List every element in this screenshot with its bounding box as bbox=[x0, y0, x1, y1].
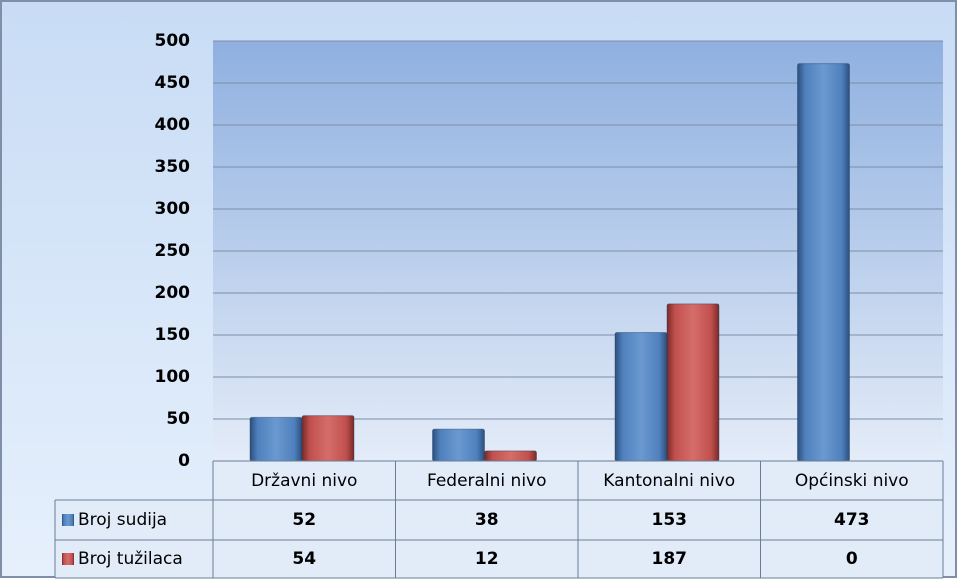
bar bbox=[614, 331, 668, 462]
bar bbox=[666, 303, 720, 462]
y-tick-label: 200 bbox=[155, 283, 191, 303]
data-label: 54 bbox=[292, 549, 316, 569]
y-tick-label: 150 bbox=[155, 325, 191, 345]
data-label: 153 bbox=[652, 510, 688, 530]
x-tick-label: Državni nivo bbox=[251, 471, 357, 491]
bar bbox=[484, 450, 537, 462]
x-tick-label: Kantonalni nivo bbox=[603, 471, 735, 491]
legend-key bbox=[62, 553, 74, 565]
y-tick-label: 0 bbox=[178, 451, 190, 471]
data-label: 187 bbox=[652, 549, 688, 569]
y-tick-label: 450 bbox=[155, 73, 191, 93]
data-label: 12 bbox=[475, 549, 499, 569]
data-label: 52 bbox=[292, 510, 316, 530]
y-tick-label: 250 bbox=[155, 241, 191, 261]
bar bbox=[432, 428, 485, 462]
data-table: Državni nivo Federalni nivo Kantonalni niv… bbox=[54, 460, 944, 579]
y-tick-label: 400 bbox=[155, 115, 191, 135]
legend-label: Broj sudija bbox=[78, 510, 167, 530]
y-tick-label: 50 bbox=[166, 409, 190, 429]
data-label: 38 bbox=[475, 510, 499, 530]
x-tick-label: Federalni nivo bbox=[427, 471, 547, 491]
bar bbox=[797, 63, 850, 462]
x-tick-label: Općinski nivo bbox=[795, 471, 909, 491]
legend-label: Broj tužilaca bbox=[78, 549, 183, 569]
bar bbox=[249, 416, 303, 462]
legend-key bbox=[62, 514, 74, 526]
y-tick-label: 100 bbox=[155, 367, 191, 387]
y-tick-label: 300 bbox=[155, 199, 191, 219]
data-label: 473 bbox=[834, 510, 870, 530]
y-tick-label: 500 bbox=[155, 31, 191, 51]
table-bg bbox=[55, 500, 943, 578]
bar bbox=[301, 415, 355, 462]
y-tick-label: 350 bbox=[155, 157, 191, 177]
data-label: 0 bbox=[846, 549, 858, 569]
